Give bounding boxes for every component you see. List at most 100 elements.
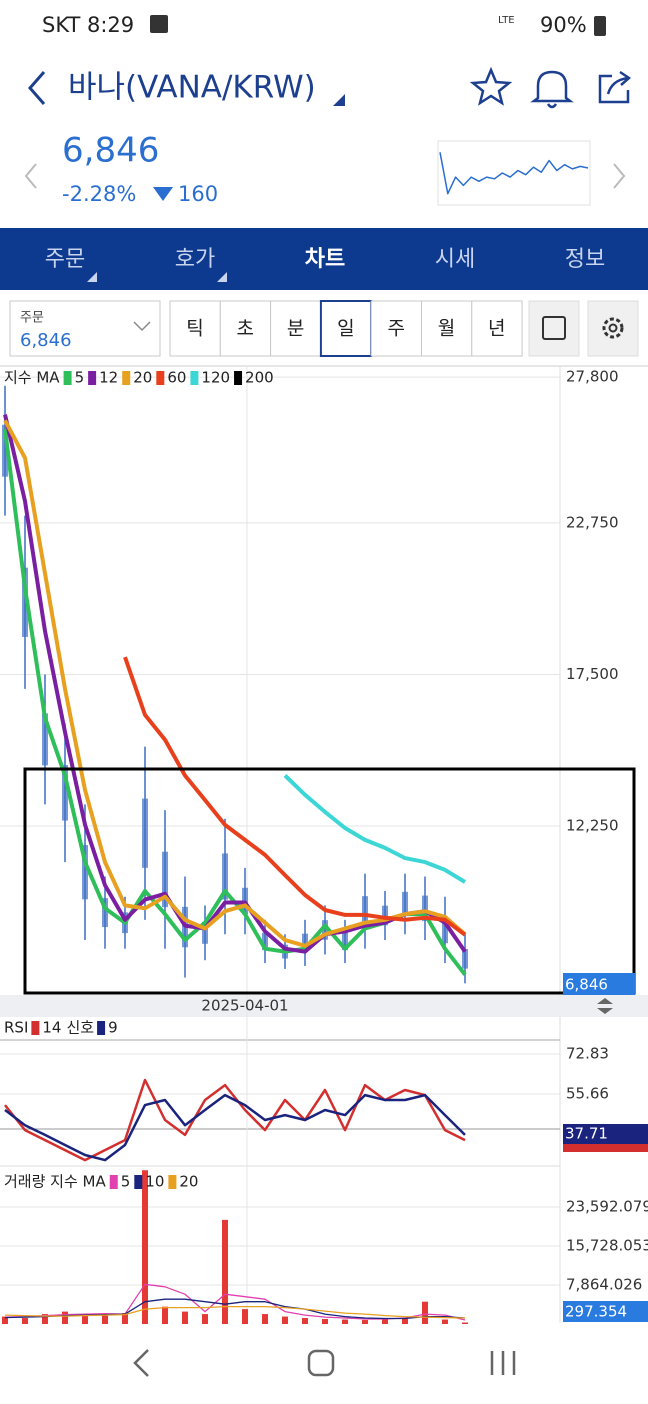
candle-body bbox=[302, 933, 308, 953]
candle-body bbox=[82, 845, 88, 900]
tab-corner bbox=[217, 272, 227, 282]
order-label: 주문 bbox=[20, 311, 44, 326]
nav-recents[interactable] bbox=[490, 1351, 516, 1375]
volume-bar bbox=[142, 1170, 148, 1324]
legend-label: 10 bbox=[145, 1173, 164, 1191]
y-tick-label: 27,800 bbox=[566, 368, 619, 386]
tab-bar bbox=[0, 228, 648, 290]
nav-home[interactable] bbox=[307, 1349, 335, 1377]
prev-asset[interactable] bbox=[24, 163, 37, 189]
ma-line bbox=[3, 428, 467, 976]
tab[interactable]: 시세 bbox=[435, 247, 475, 272]
ma-line bbox=[283, 774, 467, 884]
legend-swatch bbox=[31, 1021, 40, 1035]
sparkline bbox=[439, 152, 589, 195]
ma-line bbox=[3, 414, 467, 954]
volume-bar bbox=[462, 1322, 468, 1324]
y-tick-label: 72.83 bbox=[566, 1045, 609, 1063]
candle-body bbox=[2, 424, 8, 477]
ma-line bbox=[3, 419, 467, 948]
volume-bar bbox=[102, 1315, 108, 1324]
settings-button[interactable] bbox=[587, 300, 639, 357]
period-label: 주 bbox=[387, 318, 404, 340]
resize-handle[interactable] bbox=[597, 998, 613, 1014]
y-tick-label: 15,728.053 bbox=[566, 1236, 648, 1254]
legend-label: 120 bbox=[201, 369, 230, 387]
volume-bar bbox=[282, 1316, 288, 1324]
volume-bar bbox=[342, 1319, 348, 1324]
tab[interactable]: 차트 bbox=[305, 247, 345, 272]
legend-swatch bbox=[134, 1175, 143, 1189]
nav-back[interactable] bbox=[133, 1349, 149, 1377]
volume-bar bbox=[202, 1314, 208, 1324]
candle-body bbox=[22, 567, 28, 637]
next-asset[interactable] bbox=[613, 163, 626, 189]
y-tick-label: 23,592.079 bbox=[566, 1197, 648, 1215]
tab[interactable]: 주문 bbox=[45, 247, 85, 272]
candle-body bbox=[102, 898, 108, 928]
rsi-line bbox=[4, 1078, 466, 1162]
change-amount: 160 bbox=[178, 182, 218, 206]
volume-bar bbox=[162, 1306, 168, 1324]
dropdown-caret bbox=[133, 321, 151, 332]
tab-corner bbox=[87, 272, 97, 282]
period-button[interactable] bbox=[421, 300, 473, 357]
legend-label: 9 bbox=[108, 1019, 118, 1037]
volume-bar bbox=[322, 1319, 328, 1324]
order-dropdown[interactable] bbox=[9, 300, 161, 357]
price-tag-text: 6,846 bbox=[565, 976, 608, 994]
candle-body bbox=[162, 851, 168, 908]
tab[interactable]: 정보 bbox=[565, 247, 605, 272]
volume-bar bbox=[442, 1319, 448, 1324]
legend-swatch bbox=[190, 371, 199, 385]
date-strip bbox=[0, 995, 648, 1017]
period-button[interactable] bbox=[471, 300, 523, 357]
legend-swatch bbox=[88, 371, 97, 385]
period-button[interactable] bbox=[169, 300, 221, 357]
volume-bar bbox=[402, 1318, 408, 1324]
legend-label: 60 bbox=[167, 369, 186, 387]
legend-title: 신호 bbox=[66, 1019, 94, 1037]
volume-bar bbox=[42, 1314, 48, 1324]
rsi-tag bbox=[563, 1124, 648, 1144]
asset-title[interactable]: 바나(VANA/KRW) bbox=[68, 70, 316, 106]
period-button[interactable] bbox=[270, 300, 322, 357]
back-button[interactable] bbox=[28, 71, 46, 105]
highlight-box bbox=[23, 767, 636, 995]
volume-tag bbox=[563, 1301, 648, 1322]
candle-body bbox=[262, 932, 268, 951]
down-triangle bbox=[153, 187, 173, 201]
legend-swatch bbox=[109, 1175, 118, 1189]
candle-body bbox=[442, 916, 448, 944]
volume-bar bbox=[222, 1219, 228, 1324]
period-label: 분 bbox=[287, 318, 304, 340]
legend-title: 지수 MA bbox=[4, 369, 60, 387]
y-tick-label: 55.66 bbox=[566, 1085, 609, 1103]
alert-button[interactable] bbox=[530, 70, 574, 109]
volume-bar bbox=[382, 1319, 388, 1324]
volume-bar bbox=[362, 1320, 368, 1324]
legend-swatch bbox=[122, 371, 131, 385]
drawing-button[interactable] bbox=[528, 300, 580, 357]
legend-swatch bbox=[97, 1021, 106, 1035]
share-button[interactable] bbox=[598, 70, 632, 104]
candle-body bbox=[322, 920, 328, 940]
candle-body bbox=[142, 798, 148, 868]
volume-bar bbox=[82, 1314, 88, 1324]
rsi-tag-text: 37.71 bbox=[565, 1125, 608, 1143]
battery-icon bbox=[594, 16, 606, 36]
tab[interactable]: 호가 bbox=[175, 247, 215, 272]
period-button[interactable] bbox=[370, 300, 423, 357]
favorite-button[interactable] bbox=[469, 66, 513, 106]
title-dropdown[interactable] bbox=[333, 94, 345, 106]
period-label: 년 bbox=[488, 318, 505, 340]
candle-body bbox=[42, 713, 48, 766]
nav-bar bbox=[0, 1324, 648, 1404]
candle-body bbox=[402, 891, 408, 917]
candle-body bbox=[422, 895, 428, 921]
period-label: 틱 bbox=[186, 318, 203, 340]
period-button[interactable] bbox=[319, 300, 373, 357]
legend-label: 5 bbox=[75, 369, 85, 387]
